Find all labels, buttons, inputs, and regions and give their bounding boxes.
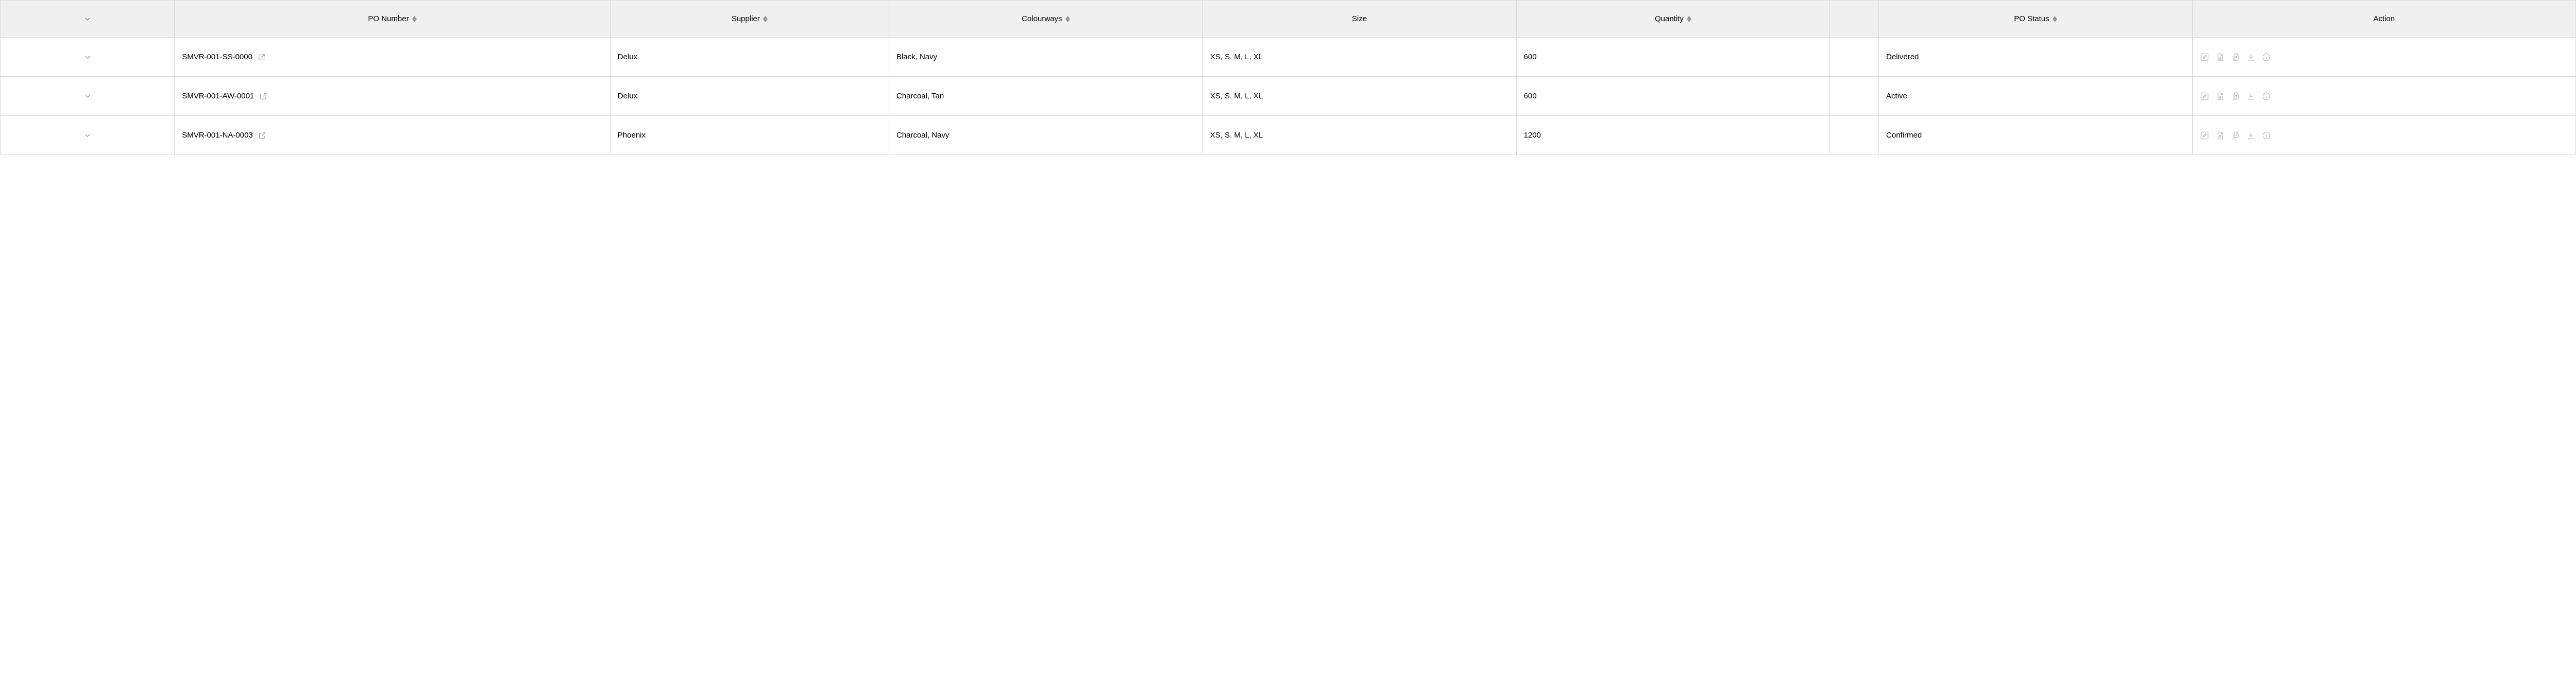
external-link-icon[interactable] bbox=[259, 92, 267, 100]
doc-icon[interactable] bbox=[2215, 131, 2225, 140]
sort-icon[interactable] bbox=[2053, 16, 2057, 22]
table-row: SMVR-001-NA-0003 Phoenix Charcoal, Navy … bbox=[1, 116, 2576, 155]
header-colourways[interactable]: Colourways bbox=[889, 1, 1202, 38]
copy-doc-icon[interactable] bbox=[2231, 131, 2240, 140]
supplier-text: Delux bbox=[618, 92, 637, 100]
external-link-icon[interactable] bbox=[258, 131, 266, 140]
colourways-text: Charcoal, Tan bbox=[896, 92, 944, 100]
quantity-text: 600 bbox=[1524, 53, 1537, 61]
info-icon[interactable] bbox=[2262, 53, 2271, 62]
quantity-text: 1200 bbox=[1524, 131, 1541, 140]
header-expander[interactable] bbox=[1, 1, 175, 38]
info-icon[interactable] bbox=[2262, 131, 2271, 140]
po-status-text: Delivered bbox=[1886, 53, 1919, 61]
header-size: Size bbox=[1202, 1, 1516, 38]
spacer-cell bbox=[1830, 77, 1879, 116]
po-number-text: SMVR-001-NA-0003 bbox=[182, 131, 253, 140]
spacer-cell bbox=[1830, 116, 1879, 155]
expand-row-button[interactable] bbox=[81, 51, 94, 63]
size-text: XS, S, M, L, XL bbox=[1210, 131, 1263, 140]
po-table: PO Number Supplier C bbox=[0, 0, 2576, 155]
size-text: XS, S, M, L, XL bbox=[1210, 92, 1263, 100]
edit-icon[interactable] bbox=[2200, 92, 2209, 101]
expand-row-button[interactable] bbox=[81, 90, 94, 103]
external-link-icon[interactable] bbox=[258, 53, 266, 61]
header-label: Supplier bbox=[732, 14, 760, 23]
po-status-text: Active bbox=[1886, 92, 1907, 100]
supplier-text: Delux bbox=[618, 53, 637, 61]
colourways-text: Charcoal, Navy bbox=[896, 131, 950, 140]
table-row: SMVR-001-AW-0001 Delux Charcoal, Tan XS,… bbox=[1, 77, 2576, 116]
header-spacer bbox=[1830, 1, 1879, 38]
colourways-text: Black, Navy bbox=[896, 53, 937, 61]
header-supplier[interactable]: Supplier bbox=[610, 1, 889, 38]
po-number-text: SMVR-001-SS-0000 bbox=[182, 53, 252, 61]
header-po-status[interactable]: PO Status bbox=[1879, 1, 2193, 38]
copy-doc-icon[interactable] bbox=[2231, 92, 2240, 101]
header-action: Action bbox=[2192, 1, 2575, 38]
copy-doc-icon[interactable] bbox=[2231, 53, 2240, 62]
po-status-text: Confirmed bbox=[1886, 131, 1922, 140]
header-label: PO Status bbox=[2014, 14, 2049, 23]
sort-icon[interactable] bbox=[763, 16, 768, 22]
table-scroll-wrapper: PO Number Supplier C bbox=[0, 0, 2576, 158]
quantity-text: 600 bbox=[1524, 92, 1537, 100]
header-po-number[interactable]: PO Number bbox=[175, 1, 611, 38]
download-icon[interactable] bbox=[2246, 53, 2256, 62]
expand-row-button[interactable] bbox=[81, 129, 94, 142]
doc-icon[interactable] bbox=[2215, 92, 2225, 101]
download-icon[interactable] bbox=[2246, 131, 2256, 140]
header-quantity[interactable]: Quantity bbox=[1516, 1, 1830, 38]
table-row: SMVR-001-SS-0000 Delux Black, Navy XS, S… bbox=[1, 38, 2576, 77]
header-label: Action bbox=[2374, 14, 2395, 23]
size-text: XS, S, M, L, XL bbox=[1210, 53, 1263, 61]
doc-icon[interactable] bbox=[2215, 53, 2225, 62]
sort-icon[interactable] bbox=[1065, 16, 1070, 22]
header-row: PO Number Supplier C bbox=[1, 1, 2576, 38]
edit-icon[interactable] bbox=[2200, 131, 2209, 140]
edit-icon[interactable] bbox=[2200, 53, 2209, 62]
header-label: PO Number bbox=[368, 14, 409, 23]
supplier-text: Phoenix bbox=[618, 131, 646, 140]
info-icon[interactable] bbox=[2262, 92, 2271, 101]
sort-icon[interactable] bbox=[412, 16, 417, 22]
header-label: Size bbox=[1352, 14, 1367, 23]
chevron-down-icon[interactable] bbox=[81, 13, 94, 25]
po-number-text: SMVR-001-AW-0001 bbox=[182, 92, 254, 100]
header-label: Colourways bbox=[1022, 14, 1062, 23]
header-label: Quantity bbox=[1655, 14, 1684, 23]
spacer-cell bbox=[1830, 38, 1879, 77]
download-icon[interactable] bbox=[2246, 92, 2256, 101]
sort-icon[interactable] bbox=[1687, 16, 1691, 22]
